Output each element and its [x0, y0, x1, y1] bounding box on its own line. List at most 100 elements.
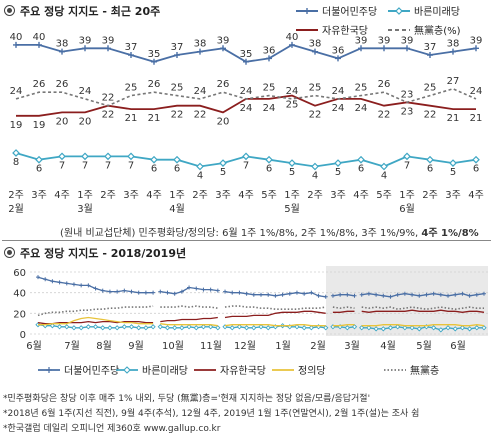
data-label-jayu: 21 [125, 113, 138, 124]
data-point-minjoo [302, 291, 307, 296]
series-line-jeongui [224, 324, 326, 327]
data-point-minjoo [201, 287, 206, 292]
x-tick-label: 5주 [376, 190, 392, 201]
data-point-minjoo [208, 287, 213, 292]
data-point-minjoo [158, 289, 163, 294]
data-point-bareun [81, 152, 89, 161]
data-point-bareun [92, 324, 99, 330]
data-label-mudang: 26 [378, 79, 391, 90]
data-label-jayu: 19 [33, 120, 46, 131]
data-point-bareun [157, 324, 163, 330]
data-point-minjoo [50, 279, 55, 284]
data-point-bareun [107, 325, 113, 331]
data-point-minjoo [453, 292, 458, 297]
x-month-label: 6월 [450, 340, 466, 352]
data-point-bareun [242, 152, 250, 161]
data-label-bareun: 8 [13, 157, 19, 168]
data-point-minjoo [424, 292, 429, 297]
series-line-jeongui [160, 323, 218, 327]
data-point-minjoo [100, 288, 105, 293]
data-point-minjoo [474, 292, 479, 297]
data-point-bareun [229, 325, 235, 331]
data-label-mudang: 25 [171, 83, 184, 94]
x-month-label: 1월 [275, 340, 291, 352]
data-label-minjoo: 40 [286, 32, 299, 43]
data-label-jayu: 22 [309, 110, 322, 121]
data-label-jayu: 20 [56, 116, 69, 127]
data-point-bareun [366, 325, 372, 331]
data-label-minjoo: 38 [194, 39, 207, 50]
series-line-mudang [37, 305, 154, 317]
data-label-minjoo: 40 [10, 32, 23, 43]
series-line-mudang [224, 305, 326, 311]
data-point-minjoo [330, 293, 335, 298]
data-point-bareun [215, 325, 221, 331]
data-point-minjoo [237, 290, 242, 295]
data-point-bareun [71, 325, 77, 331]
data-label-jayu: 24 [263, 103, 276, 114]
data-point-minjoo [450, 48, 456, 55]
data-point-bareun [35, 155, 43, 164]
data-point-minjoo [194, 286, 199, 291]
data-point-bareun [466, 326, 473, 332]
x-month-label: 11월 [200, 340, 222, 352]
legend-marker-minjoo [304, 8, 310, 14]
data-label-bareun: 7 [404, 160, 410, 171]
data-label-bareun: 5 [450, 167, 456, 178]
data-point-minjoo [151, 290, 156, 295]
data-point-minjoo [143, 290, 148, 295]
data-point-bareun [402, 325, 408, 331]
data-point-bareun [472, 155, 480, 164]
data-point-bareun [114, 325, 120, 331]
chart2-grid: 0 20 40 60 [13, 268, 488, 341]
data-point-minjoo [13, 41, 19, 48]
x-tick-label: 2주 [8, 190, 24, 201]
data-label-minjoo: 39 [217, 35, 230, 46]
data-point-minjoo [358, 45, 364, 52]
data-point-minjoo [57, 280, 62, 285]
data-point-bareun [474, 325, 480, 331]
data-point-minjoo [374, 292, 379, 297]
data-point-bareun [150, 324, 156, 330]
data-point-minjoo [280, 292, 285, 297]
x-tick-label: 3주 [123, 190, 139, 201]
data-point-minjoo [174, 52, 180, 59]
data-point-bareun [344, 325, 350, 331]
x-tick-label: 2주 [192, 190, 208, 201]
data-point-minjoo [244, 291, 249, 296]
x-month-label: 2월 [310, 340, 326, 352]
data-label-minjoo: 37 [171, 42, 184, 53]
footnote-2: *2018년 6월 1주(지선 직전), 9월 4주(추석), 12월 4주, … [3, 409, 420, 419]
data-point-bareun [150, 155, 158, 164]
data-point-minjoo [86, 283, 91, 288]
data-point-bareun [196, 162, 204, 171]
data-label-mudang: 26 [217, 79, 230, 90]
data-label-jayu: 21 [470, 113, 483, 124]
data-point-minjoo [64, 281, 69, 286]
legend-label-jayu: 자유한국당 [220, 365, 266, 377]
data-point-minjoo [128, 52, 134, 59]
data-point-minjoo [243, 58, 249, 65]
data-label-mudang: 26 [33, 79, 46, 90]
data-point-minjoo [381, 45, 387, 52]
data-label-bareun: 7 [59, 160, 65, 171]
series-line-bareun [332, 326, 355, 329]
data-label-minjoo: 37 [125, 42, 138, 53]
data-label-bareun: 7 [243, 160, 249, 171]
x-tick-label: 3주 [445, 190, 461, 201]
data-label-mudang: 26 [148, 79, 161, 90]
x-tick-label: 1주 [169, 190, 185, 201]
data-label-jayu: 24 [240, 103, 253, 114]
series-line-jeongui [38, 316, 154, 326]
data-point-bareun [179, 325, 185, 331]
x-month-label: 6월 [399, 203, 415, 215]
data-label-minjoo: 39 [102, 35, 115, 46]
data-point-minjoo [220, 45, 226, 52]
series-line-mudang [332, 306, 355, 310]
data-label-minjoo: 39 [378, 35, 391, 46]
legend-label-mudang: 無黨층(%) [414, 24, 461, 37]
data-label-bareun: 6 [473, 164, 479, 175]
data-point-bareun [445, 325, 451, 331]
data-point-bareun [186, 324, 192, 330]
data-point-minjoo [446, 293, 451, 298]
